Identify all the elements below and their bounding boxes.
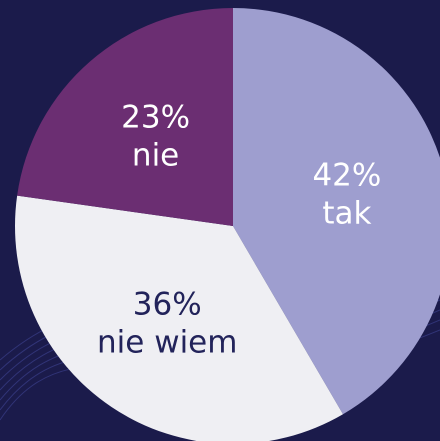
category-label: nie bbox=[132, 137, 179, 173]
chart: 42%tak 36%nie wiem 23%nie bbox=[0, 0, 440, 441]
value-label: 36% bbox=[133, 286, 202, 322]
pie: 42%tak 36%nie wiem 23%nie bbox=[15, 8, 440, 441]
page: {"chart_data": {"type": "pie", "categori… bbox=[0, 0, 440, 441]
value-label: 23% bbox=[121, 99, 190, 135]
category-label: nie wiem bbox=[97, 324, 237, 360]
category-label: tak bbox=[322, 196, 371, 232]
value-label: 42% bbox=[312, 158, 381, 194]
